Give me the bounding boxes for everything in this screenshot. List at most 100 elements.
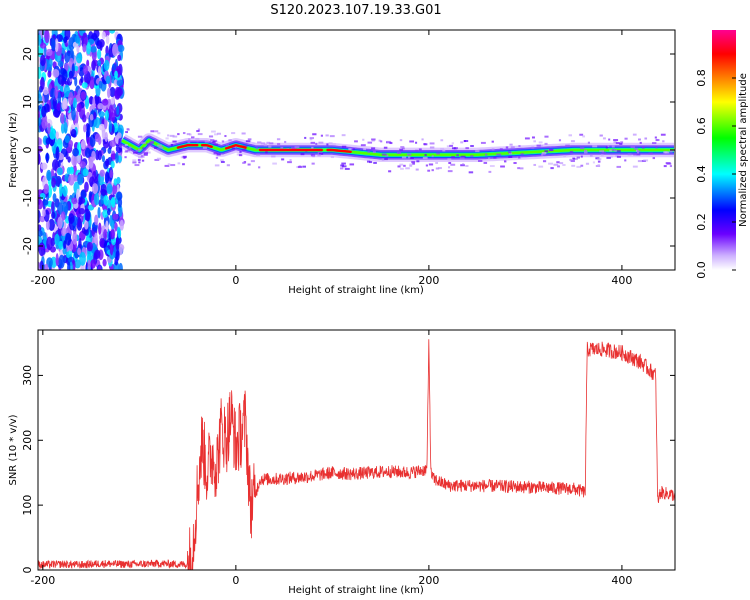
noise-blob	[62, 185, 68, 197]
y-tick-label: -20	[21, 237, 34, 255]
noise-blob	[51, 201, 55, 213]
spectral-speck	[252, 142, 256, 145]
spectral-speck	[470, 155, 474, 158]
spectral-speck	[503, 160, 507, 163]
noise-blob	[100, 183, 108, 196]
noise-blob	[40, 54, 46, 67]
spectral-speck	[488, 170, 492, 173]
noise-blob	[117, 54, 122, 62]
spectral-speck	[133, 151, 138, 154]
spectral-speck	[415, 141, 418, 144]
spectral-speck	[509, 143, 513, 146]
x-tick-label: 0	[232, 274, 239, 287]
noise-blob	[90, 259, 96, 269]
noise-blob	[63, 121, 68, 134]
spectral-speck	[475, 150, 480, 153]
spectral-speck	[451, 156, 455, 159]
spectral-speck	[648, 152, 653, 155]
noise-blob	[102, 258, 107, 267]
spectral-speck	[177, 133, 180, 136]
spectral-speck	[478, 159, 483, 162]
noise-blob	[101, 31, 106, 40]
spectral-speck	[549, 149, 554, 152]
noise-blob	[99, 169, 105, 177]
spectral-speck	[263, 144, 267, 147]
spectral-speck	[224, 135, 227, 138]
spectral-speck	[576, 156, 580, 159]
noise-blob	[77, 173, 84, 186]
spectral-speck	[164, 164, 170, 167]
noise-blob	[86, 41, 92, 55]
spectral-speck	[297, 166, 303, 169]
spectral-speck	[517, 167, 521, 170]
spectral-speck	[389, 142, 393, 145]
spectral-speck	[330, 156, 335, 159]
y-tick-label: 0	[21, 147, 34, 154]
y-tick-label: 20	[21, 47, 34, 61]
noise-blob	[68, 213, 75, 225]
spectral-speck	[519, 167, 524, 170]
noise-blob	[114, 256, 119, 266]
spectral-speck	[386, 140, 392, 143]
noise-blob	[112, 184, 118, 195]
spectral-speck	[643, 159, 649, 162]
spectral-speck	[397, 165, 401, 168]
spectral-speck	[157, 144, 162, 147]
noise-blob	[116, 105, 120, 116]
noise-blob	[82, 168, 89, 177]
spectral-speck	[142, 147, 146, 150]
spectral-speck	[425, 164, 429, 167]
spectral-speck	[440, 139, 444, 142]
noise-blob	[79, 161, 86, 169]
spectral-speck	[616, 150, 621, 153]
y-tick-label: 10	[21, 95, 34, 109]
spectral-speck	[340, 164, 345, 167]
noise-blob	[69, 167, 75, 175]
noise-blob	[41, 119, 48, 130]
noise-blob	[81, 114, 87, 123]
noise-blob	[98, 111, 105, 118]
noise-blob	[38, 93, 43, 104]
spectral-speck	[317, 154, 321, 157]
spectral-speck	[570, 140, 575, 143]
noise-blob	[116, 226, 121, 235]
noise-blob	[52, 69, 60, 78]
spectral-speck	[255, 147, 259, 150]
spectral-speck	[188, 138, 191, 141]
colorbar: 0.0 0.2 0.4 0.6 0.8 Normalized spectral ampl…	[695, 30, 749, 279]
spectral-speck	[318, 141, 324, 144]
spectral-speck	[182, 163, 185, 166]
spectral-speck	[544, 150, 549, 153]
noise-blob	[105, 75, 111, 85]
spectral-speck	[250, 160, 255, 163]
spectral-speck	[332, 143, 336, 146]
spectral-speck	[272, 162, 277, 165]
spectral-speck	[140, 155, 144, 158]
spectral-speck	[636, 150, 641, 153]
spectral-speck	[228, 139, 232, 142]
spectral-speck	[409, 157, 414, 160]
noise-blob	[118, 262, 123, 270]
noise-blob	[81, 32, 88, 47]
spectral-speck	[182, 148, 186, 151]
noise-blob	[97, 59, 102, 67]
spectrogram-panel: -200 0 200 400 -20 -10 0 10 20 Height of straigh…	[8, 29, 676, 296]
spectral-speck	[170, 143, 173, 146]
noise-blob	[63, 84, 71, 98]
spectral-speck	[399, 148, 404, 151]
spectral-speck	[557, 165, 560, 168]
noise-blob	[115, 151, 119, 164]
spectral-speck	[663, 165, 667, 168]
spectral-speck	[258, 166, 261, 169]
spectral-speck	[576, 165, 582, 168]
spectral-speck	[403, 164, 406, 167]
spectral-speck	[429, 142, 435, 145]
noise-blob	[76, 103, 82, 113]
spectral-speck	[351, 148, 355, 151]
noise-blob	[38, 230, 43, 237]
noise-blob	[70, 128, 77, 138]
spectrogram-xlabel: Height of straight line (km)	[288, 285, 424, 296]
noise-blob	[87, 259, 91, 270]
noise-blob	[52, 193, 57, 203]
spectral-line-core	[200, 144, 213, 148]
